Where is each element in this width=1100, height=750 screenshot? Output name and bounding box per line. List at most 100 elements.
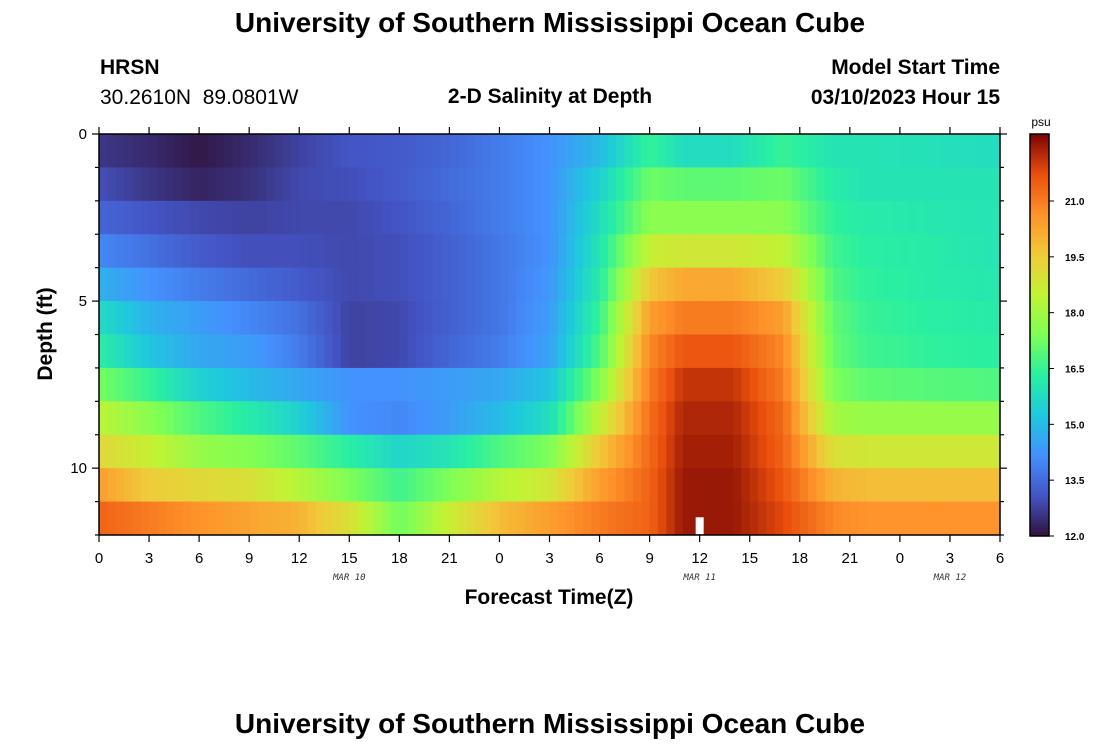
date-label: MAR 11	[682, 573, 716, 583]
heatmap-cell	[299, 234, 309, 269]
heatmap-cell	[891, 434, 901, 469]
heatmap-cell	[165, 200, 175, 235]
x-axis-label: Forecast Time(Z)	[465, 586, 634, 609]
heatmap-cell	[224, 401, 234, 436]
heatmap-cell	[290, 501, 300, 535]
heatmap-cell	[891, 301, 901, 336]
heatmap-cell	[783, 434, 793, 469]
heatmap-cell	[799, 334, 809, 369]
heatmap-cell	[349, 434, 359, 469]
heatmap-cell	[766, 200, 776, 235]
heatmap-cell	[858, 134, 868, 169]
heatmap-cell	[624, 267, 634, 302]
heatmap-cell	[883, 367, 893, 402]
heatmap-cell	[591, 267, 601, 302]
heatmap-cell	[215, 167, 225, 202]
heatmap-cell	[916, 501, 926, 535]
heatmap-cell	[933, 501, 943, 535]
heatmap-cell	[582, 468, 592, 503]
heatmap-cell	[758, 167, 767, 202]
heatmap-cell	[991, 267, 1000, 302]
heatmap-cell	[416, 334, 425, 369]
heatmap-cell	[390, 367, 400, 402]
heatmap-cell	[324, 468, 334, 503]
heatmap-cell	[874, 134, 884, 169]
heatmap-cell	[99, 134, 108, 169]
heatmap-cell	[708, 434, 717, 469]
heatmap-cell	[232, 234, 242, 269]
heatmap-cell	[140, 501, 150, 535]
heatmap-cell	[541, 501, 551, 535]
heatmap-cell	[390, 468, 400, 503]
heatmap-cell	[649, 167, 659, 202]
heatmap-cell	[224, 468, 234, 503]
heatmap-cell	[240, 367, 250, 402]
heatmap-cell	[207, 367, 217, 402]
heatmap-cell	[157, 401, 167, 436]
heatmap-cell	[649, 334, 659, 369]
heatmap-cell	[941, 501, 951, 535]
heatmap-cell	[908, 267, 918, 302]
heatmap-cell	[165, 501, 175, 535]
heatmap-cell	[949, 234, 959, 269]
heatmap-cell	[182, 234, 192, 269]
heatmap-cell	[849, 468, 859, 503]
heatmap-cell	[499, 134, 509, 169]
heatmap-cell	[499, 167, 509, 202]
heatmap-cell	[582, 334, 592, 369]
heatmap-cell	[449, 468, 459, 503]
heatmap-cell	[799, 267, 809, 302]
heatmap-cell	[816, 234, 826, 269]
heatmap-cell	[357, 301, 367, 336]
heatmap-cell	[265, 434, 275, 469]
x-tick-label: 15	[741, 550, 758, 567]
heatmap-cell	[649, 401, 659, 436]
heatmap-cell	[674, 468, 684, 503]
heatmap-cell	[140, 468, 150, 503]
heatmap-cell	[541, 200, 551, 235]
heatmap-cell	[491, 234, 501, 269]
heatmap-cell	[924, 301, 934, 336]
heatmap-cell	[674, 267, 684, 302]
heatmap-cell	[599, 134, 609, 169]
heatmap-cell	[274, 367, 284, 402]
heatmap-cell	[382, 200, 392, 235]
heatmap-cell	[941, 200, 951, 235]
heatmap-cell	[332, 234, 342, 269]
heatmap-cell	[457, 367, 467, 402]
heatmap-cell	[916, 367, 926, 402]
heatmap-cell	[349, 301, 359, 336]
heatmap-cell	[182, 301, 192, 336]
heatmap-cell	[149, 167, 158, 202]
heatmap-cell	[315, 468, 325, 503]
heatmap-cell	[332, 468, 342, 503]
heatmap-cell	[274, 134, 284, 169]
heatmap-cell	[816, 301, 826, 336]
heatmap-cell	[557, 234, 567, 269]
heatmap-cell	[416, 401, 425, 436]
heatmap-cell	[641, 167, 651, 202]
heatmap-cell	[199, 501, 209, 535]
heatmap-cell	[799, 468, 809, 503]
heatmap-cell	[332, 367, 342, 402]
heatmap-cell	[733, 234, 742, 269]
heatmap-cell	[532, 301, 542, 336]
colorbar-tick-label: 13.5	[1065, 476, 1085, 487]
heatmap-cell	[958, 167, 968, 202]
heatmap-cell	[449, 434, 459, 469]
heatmap-cell	[340, 167, 350, 202]
heatmap-cell	[599, 367, 609, 402]
heatmap-cell	[390, 234, 400, 269]
heatmap-cell	[849, 334, 859, 369]
heatmap-cell	[866, 301, 876, 336]
heatmap-cell	[799, 167, 809, 202]
heatmap-cell	[516, 234, 526, 269]
heatmap-cell	[682, 200, 692, 235]
heatmap-cell	[824, 267, 834, 302]
y-tick-label: 10	[70, 460, 87, 477]
heatmap-cell	[157, 301, 167, 336]
heatmap-cell	[107, 468, 117, 503]
heatmap-cell	[824, 134, 834, 169]
heatmap-cell	[290, 367, 300, 402]
heatmap-cell	[766, 334, 776, 369]
